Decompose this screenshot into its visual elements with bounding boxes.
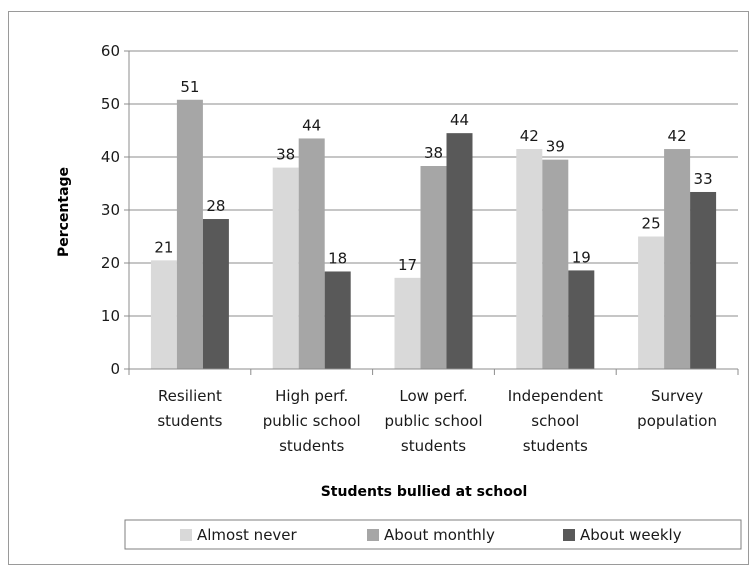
y-tick-label: 10 xyxy=(101,307,120,325)
data-label: 38 xyxy=(424,144,443,162)
bar xyxy=(568,270,595,369)
legend-label: About weekly xyxy=(580,526,682,544)
bar xyxy=(394,277,421,369)
bar xyxy=(202,219,229,369)
y-axis-title: Percentage xyxy=(56,167,72,257)
bar xyxy=(298,138,325,369)
data-label: 51 xyxy=(180,78,199,96)
x-tick-label: Low perf. public school students xyxy=(385,387,483,455)
x-tick-label-line: Independent xyxy=(508,387,603,405)
gridlines xyxy=(129,50,738,317)
x-tick-label-line: Resilient xyxy=(158,387,222,405)
x-tick-label: Resilient students xyxy=(157,387,222,430)
x-tick-label-line: population xyxy=(637,412,717,430)
y-tick-label: 40 xyxy=(101,148,120,166)
legend-box xyxy=(124,519,742,550)
legend-label: Almost never xyxy=(197,526,298,544)
data-label: 42 xyxy=(520,127,539,145)
legend-swatch xyxy=(563,529,575,541)
legend-label: About monthly xyxy=(384,526,495,544)
bar xyxy=(664,149,691,369)
data-label: 18 xyxy=(328,249,347,267)
y-tick-label: 60 xyxy=(101,42,120,60)
x-tick-label-line: school xyxy=(531,412,579,430)
bar xyxy=(272,167,299,369)
bar xyxy=(150,260,177,369)
x-tick-label: Independent school students xyxy=(508,387,603,455)
bar xyxy=(638,236,665,369)
x-tick-label-line: students xyxy=(279,437,344,455)
bar xyxy=(690,191,717,369)
data-label: 39 xyxy=(546,138,565,156)
legend-swatch xyxy=(180,529,192,541)
data-label: 33 xyxy=(694,170,713,188)
x-axis-title: Students bullied at school xyxy=(321,484,528,500)
x-tick-label-line: students xyxy=(157,412,222,430)
bar xyxy=(542,159,569,369)
x-tick-label: High perf. public school students xyxy=(263,387,361,455)
data-label: 38 xyxy=(276,146,295,164)
bar xyxy=(446,133,473,369)
bar xyxy=(324,271,351,369)
chart-frame xyxy=(8,11,749,565)
y-tick-label: 20 xyxy=(101,254,120,272)
data-label: 28 xyxy=(206,197,225,215)
legend-swatch xyxy=(367,529,379,541)
bar xyxy=(176,99,203,369)
x-tick-label-line: High perf. xyxy=(275,387,348,405)
data-label: 25 xyxy=(642,215,661,233)
data-label: 44 xyxy=(450,111,469,129)
data-labels: 21 38 17 42 25 51 44 38 39 42 28 18 44 19 33 xyxy=(154,78,712,274)
x-tick-label-line: public school xyxy=(263,412,361,430)
x-tick-label-line: Low perf. xyxy=(399,387,467,405)
x-tick-label-line: public school xyxy=(385,412,483,430)
bar xyxy=(516,149,543,369)
bar xyxy=(420,166,447,369)
data-label: 17 xyxy=(398,256,417,274)
data-label: 19 xyxy=(572,248,591,266)
data-label: 21 xyxy=(154,238,173,256)
x-tick-label-line: Survey xyxy=(651,387,703,405)
x-tick-label-line: students xyxy=(401,437,466,455)
data-label: 42 xyxy=(668,127,687,145)
y-tick-label: 30 xyxy=(101,201,120,219)
x-tick-label-line: students xyxy=(523,437,588,455)
x-tick-label: Survey population xyxy=(637,387,717,430)
bars xyxy=(150,99,717,369)
y-tick-label: 50 xyxy=(101,95,120,113)
legend: Almost never About monthly About weekly xyxy=(124,519,742,550)
data-label: 44 xyxy=(302,116,321,134)
y-tick-label: 0 xyxy=(110,360,120,378)
